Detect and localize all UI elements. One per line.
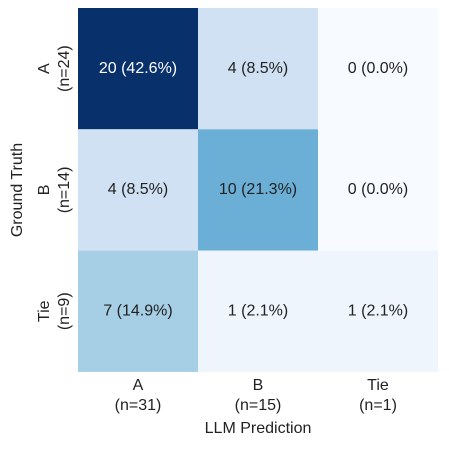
cell-label: 0 (0.0%) <box>348 181 408 198</box>
cell <box>318 129 438 251</box>
cell-label: 7 (14.9%) <box>103 302 172 319</box>
y-axis-label: Ground Truth <box>9 143 26 237</box>
cell <box>78 250 198 372</box>
y-tick-label: (n=9) <box>56 292 73 330</box>
cell <box>198 250 318 372</box>
x-tick-label: A <box>133 377 144 394</box>
x-tick-label: (n=15) <box>235 397 282 414</box>
x-axis-label: LLM Prediction <box>205 420 312 437</box>
x-tick-label: (n=31) <box>115 397 162 414</box>
cell-label: 10 (21.3%) <box>219 181 297 198</box>
cell <box>78 129 198 251</box>
y-tick-label: (n=14) <box>56 167 73 214</box>
cell <box>198 8 318 130</box>
x-tick-label: Tie <box>367 377 389 394</box>
cell-label: 20 (42.6%) <box>99 60 177 77</box>
cell-label: 1 (2.1%) <box>228 302 288 319</box>
y-tick-label: (n=24) <box>56 45 73 92</box>
y-tick-label: A <box>36 63 53 74</box>
cell <box>318 8 438 130</box>
cell-label: 0 (0.0%) <box>348 60 408 77</box>
cell <box>198 129 318 251</box>
y-tick-label: B <box>36 185 53 196</box>
cell <box>318 250 438 372</box>
x-tick-label: B <box>253 377 264 394</box>
y-tick-label: Tie <box>36 300 53 322</box>
cell-label: 1 (2.1%) <box>348 302 408 319</box>
cell-label: 4 (8.5%) <box>108 181 168 198</box>
cell-label: 4 (8.5%) <box>228 60 288 77</box>
x-tick-label: (n=1) <box>359 397 397 414</box>
cell <box>78 8 198 130</box>
